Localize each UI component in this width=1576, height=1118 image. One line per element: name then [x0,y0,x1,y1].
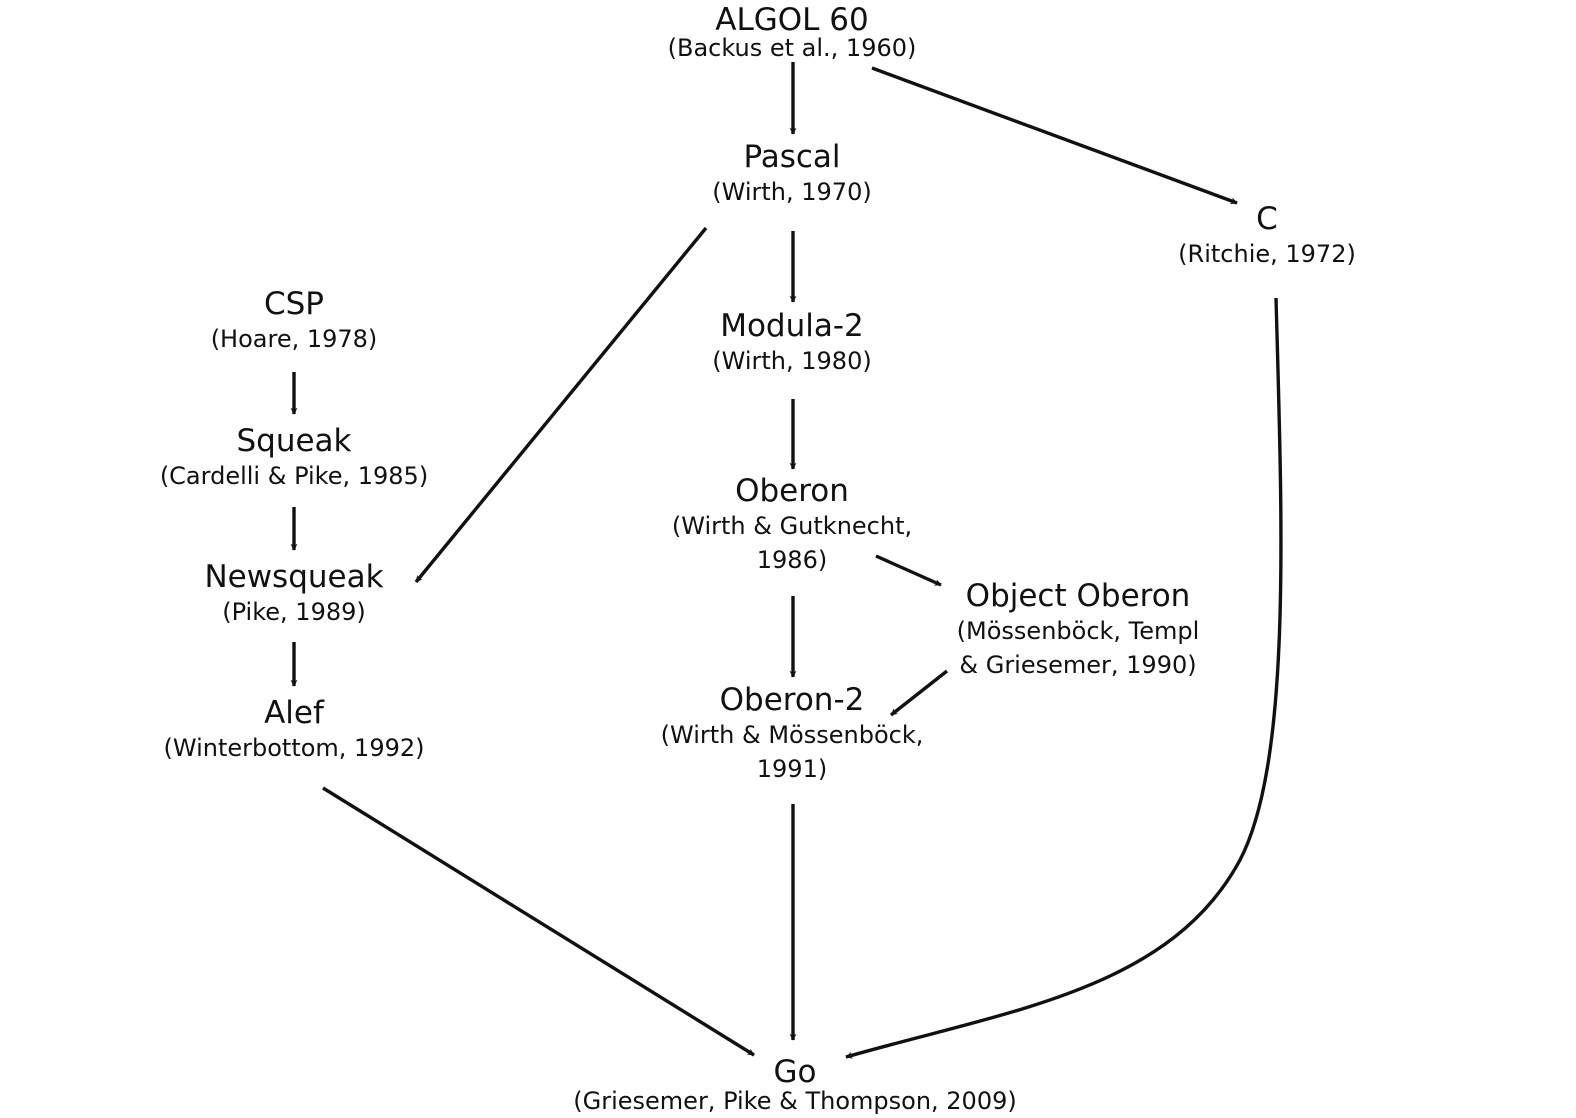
node-algol60: ALGOL 60 (Backus et al., 1960) [642,2,942,62]
node-pascal-name: Pascal [743,139,841,175]
node-oberon-cite-line2: 1986) [756,546,828,574]
node-csp: CSP (Hoare, 1978) [144,286,444,356]
node-oberon2-name: Oberon-2 [719,682,865,718]
node-oberon-cite-line1: (Wirth & Gutknecht, [671,512,913,540]
edge-alef-to-go [322,786,755,1057]
node-c: C (Ritchie, 1972) [1117,201,1417,271]
edge-objoberon-to-oberon2 [889,669,949,717]
edge-oberon-to-objoberon [875,554,942,587]
node-modula2-cite: (Wirth, 1980) [712,347,872,375]
node-algol60-name: ALGOL 60 [715,2,869,38]
node-oberon: Oberon (Wirth & Gutknecht, 1986) [642,473,942,577]
node-csp-name: CSP [263,286,325,322]
node-newsqueak: Newsqueak (Pike, 1989) [144,559,444,629]
node-c-cite: (Ritchie, 1972) [1178,240,1356,268]
node-oberon-name: Oberon [735,473,849,509]
node-squeak-cite: (Cardelli & Pike, 1985) [159,462,429,490]
node-go-cite: (Griesemer, Pike & Thompson, 2009) [573,1087,1017,1115]
node-newsqueak-cite: (Pike, 1989) [222,598,366,626]
node-squeak-name: Squeak [236,423,352,459]
node-newsqueak-name: Newsqueak [204,559,384,595]
node-algol60-cite: (Backus et al., 1960) [667,34,917,62]
node-object-oberon: Object Oberon (Mössenböck, Templ & Gries… [918,578,1238,682]
edge-algol60-to-c [871,66,1238,205]
node-object-oberon-cite-line2: & Griesemer, 1990) [959,651,1197,679]
node-c-name: C [1256,201,1278,237]
node-pascal-cite: (Wirth, 1970) [712,178,872,206]
edge-c-to-go [845,297,1283,1059]
node-oberon2-cite-line2: 1991) [756,755,828,783]
node-csp-cite: (Hoare, 1978) [210,325,378,353]
node-modula2-name: Modula-2 [720,308,864,344]
node-alef: Alef (Winterbottom, 1992) [144,695,444,765]
node-squeak: Squeak (Cardelli & Pike, 1985) [114,423,474,493]
node-go-name: Go [773,1054,817,1090]
node-oberon2: Oberon-2 (Wirth & Mössenböck, 1991) [632,682,952,786]
node-modula2: Modula-2 (Wirth, 1980) [642,308,942,378]
edge-pascal-to-newsqueak [414,226,708,584]
node-go: Go (Griesemer, Pike & Thompson, 2009) [545,1055,1045,1113]
node-pascal: Pascal (Wirth, 1970) [642,139,942,209]
node-alef-cite: (Winterbottom, 1992) [163,734,425,762]
node-alef-name: Alef [264,695,324,731]
node-oberon2-cite-line1: (Wirth & Mössenböck, [660,721,924,749]
node-object-oberon-cite-line1: (Mössenböck, Templ [956,617,1200,645]
node-object-oberon-name: Object Oberon [965,578,1191,614]
